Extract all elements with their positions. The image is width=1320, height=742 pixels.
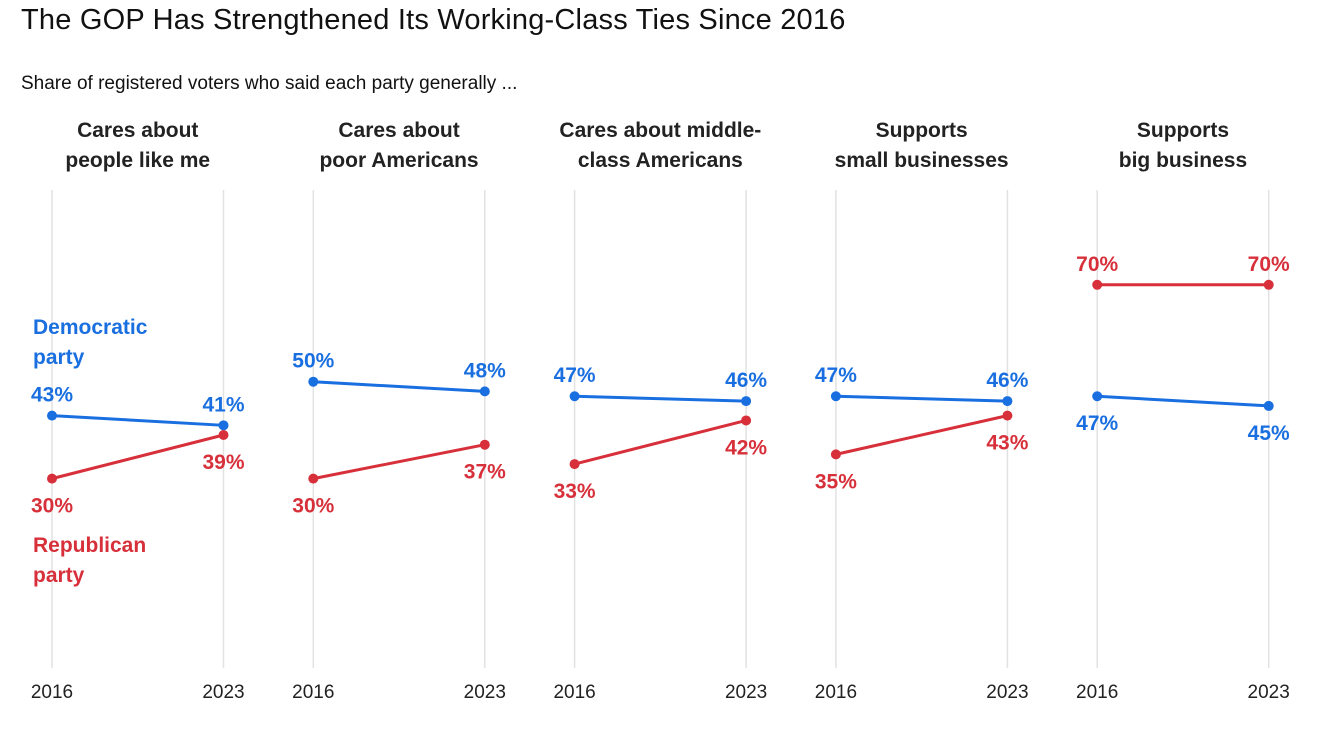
dem-point [479,386,490,397]
dem-value-label: 47% [554,364,596,387]
rep-point [569,459,580,470]
rep-point [1002,410,1013,421]
rep-point [479,439,490,450]
dem-line [313,380,485,393]
rep-value-label: 35% [815,470,857,493]
rep-value-label: 39% [202,451,244,474]
rep-value-label: 70% [1248,253,1290,276]
rep-value-label: 43% [986,432,1028,455]
dem-value-label: 48% [464,359,506,382]
rep-point [47,473,57,484]
rep-point [741,415,752,426]
dem-point [741,396,752,407]
rep-point [218,430,229,441]
dem-value-label: 43% [31,384,73,407]
dem-value-label: 46% [725,369,767,392]
panel-title: small businesses [835,149,1009,172]
year-label: 2023 [464,682,506,703]
dem-value-label: 47% [815,364,857,387]
rep-point [1263,279,1274,290]
panel-title: Cares about [77,119,198,142]
year-label: 2016 [31,682,73,703]
dem-point [47,410,57,421]
panel-title: people like me [65,149,210,172]
dem-line [51,414,224,427]
panel-title: Supports [1137,119,1229,142]
dem-line [574,394,747,403]
dem-line [835,394,1008,403]
dem-point [830,391,841,402]
dem-value-label: 45% [1248,422,1290,445]
panel-title: poor Americans [319,149,478,172]
dem-point [1092,391,1103,402]
rep-value-label: 33% [554,480,596,503]
rep-point [308,473,319,484]
dem-line [1097,394,1269,408]
rep-value-label: 42% [725,436,767,459]
legend-democratic: Democratic [33,316,148,339]
dem-point [1002,396,1013,407]
rep-line [835,414,1008,456]
dem-value-label: 46% [986,369,1028,392]
panel-title: class Americans [578,149,743,172]
dem-point [569,391,580,402]
rep-line [313,443,486,481]
legend-republican: Republican [33,534,146,557]
panel-title: Cares about [338,119,459,142]
year-label: 2023 [1248,682,1290,703]
chart-subtitle: Share of registered voters who said each… [21,73,518,94]
rep-line [51,433,224,481]
legend-republican: party [33,564,85,587]
year-label: 2016 [553,682,595,703]
year-label: 2016 [1076,682,1118,703]
rep-value-label: 30% [292,495,334,518]
dem-value-label: 47% [1076,412,1118,435]
rep-line [574,419,747,466]
dem-point [308,376,319,387]
panel-title: Cares about middle- [559,119,761,142]
rep-point [830,449,841,460]
rep-point [1092,279,1103,290]
rep-value-label: 37% [464,461,506,484]
year-label: 2016 [292,682,334,703]
year-label: 2016 [815,682,857,703]
dem-value-label: 41% [202,393,244,416]
rep-value-label: 30% [31,495,73,518]
dem-point [218,420,229,431]
chart-title: The GOP Has Strengthened Its Working-Cla… [21,4,846,36]
year-label: 2023 [986,682,1028,703]
panel-title: big business [1119,149,1247,172]
legend-democratic: party [33,346,85,369]
rep-value-label: 70% [1076,253,1118,276]
year-label: 2023 [202,682,244,703]
dem-point [1263,400,1274,411]
year-label: 2023 [725,682,767,703]
dem-value-label: 50% [292,350,334,373]
panel-title: Supports [876,119,968,142]
